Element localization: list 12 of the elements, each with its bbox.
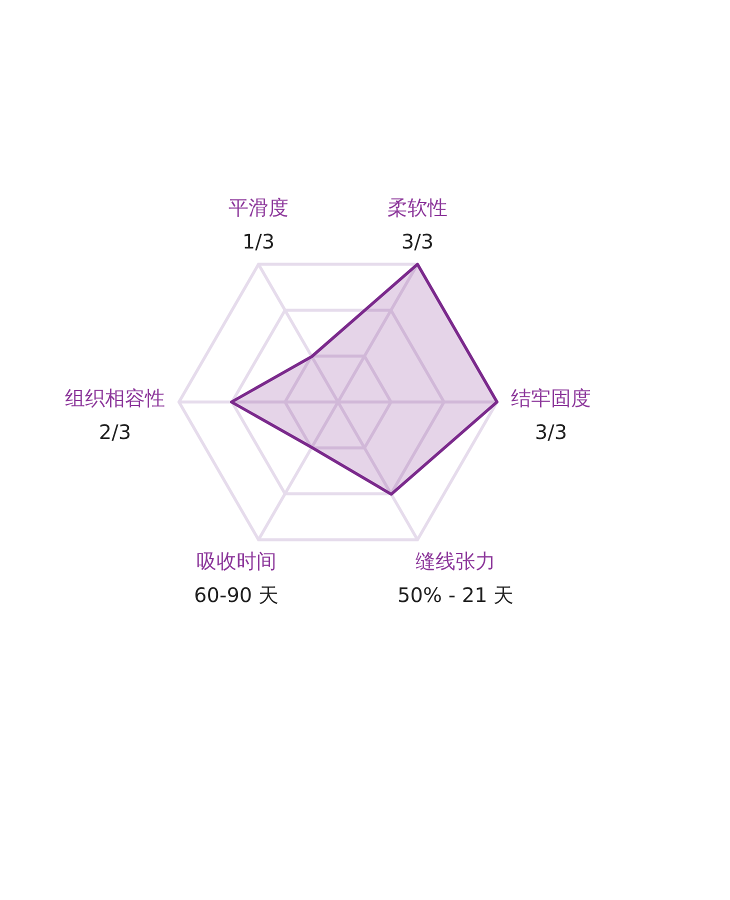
text: 2/3 (98, 420, 132, 444)
spoke-label: 柔软性 (388, 196, 448, 220)
spoke-label: 平滑度 (228, 196, 288, 220)
text: 50% - 21 天 (397, 582, 514, 607)
text: 3/3 (401, 230, 434, 254)
spoke-label: 组织相容性 (65, 386, 165, 410)
spoke-label: 缝线张力 (416, 548, 496, 573)
spoke-label: 结牢固度 (511, 386, 591, 410)
text: 1/3 (242, 230, 275, 254)
spoke-label: 吸收时间 (196, 548, 276, 573)
text: 3/3 (534, 420, 568, 444)
text: 60-90 天 (194, 582, 279, 607)
